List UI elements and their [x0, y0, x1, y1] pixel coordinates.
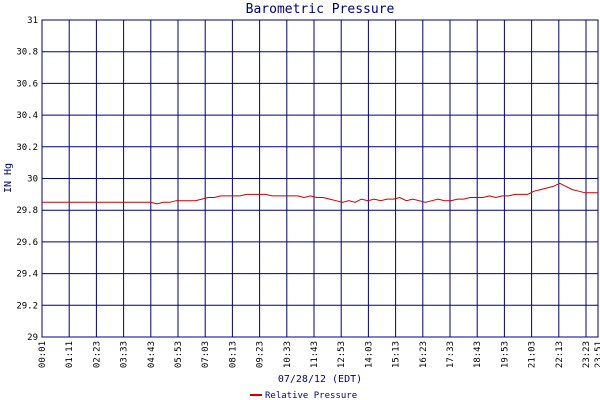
x-tick-label: 18:43: [473, 341, 483, 368]
y-tick-label: 30.4: [16, 111, 38, 121]
x-tick-label: 15:13: [392, 341, 402, 368]
y-axis-tick-labels: 29 29.2 29.4 29.6 29.8 30 30.2 30.4 30.6 30.8 31: [16, 16, 38, 343]
x-tick-label: 11:43: [310, 341, 320, 368]
x-tick-label: 23:23: [582, 341, 592, 368]
y-tick-label: 29.6: [16, 238, 38, 248]
x-tick-label: 04:43: [147, 341, 157, 368]
x-tick-label: 16:23: [419, 341, 429, 368]
horizontal-gridlines: [42, 19, 598, 338]
legend: Relative Pressure: [250, 391, 357, 400]
y-tick-label: 29: [27, 333, 38, 343]
y-tick-label: 29.4: [16, 270, 38, 280]
legend-label-relative-pressure: Relative Pressure: [265, 391, 357, 400]
y-tick-label: 31: [27, 16, 38, 26]
y-tick-label: 29.8: [16, 206, 38, 216]
x-tick-label: 03:33: [120, 341, 130, 368]
y-tick-label: 30.2: [16, 143, 38, 153]
x-tick-label: 12:53: [337, 341, 347, 368]
x-tick-label: 23:51: [594, 341, 600, 368]
series-line-relative-pressure: [42, 182, 598, 205]
x-tick-label: 14:03: [364, 341, 374, 368]
y-axis-label: IN Hg: [3, 163, 14, 193]
x-axis-tick-labels: 00:01 01:11 02:23 03:33 04:43 05:53 07:03 08:13…: [38, 341, 600, 368]
x-tick-label: 08:13: [228, 341, 238, 368]
x-tick-label: 10:33: [283, 341, 293, 368]
x-axis-label: 07/28/12 (EDT): [278, 374, 362, 385]
x-tick-label: 09:23: [256, 341, 266, 368]
x-tick-label: 07:03: [201, 341, 211, 368]
x-tick-label: 22:13: [555, 341, 565, 368]
x-tick-label: 00:01: [38, 341, 48, 368]
x-tick-label: 19:53: [500, 341, 510, 368]
x-tick-label: 17:33: [446, 341, 456, 368]
y-tick-label: 30.6: [16, 79, 38, 89]
x-tick-label: 02:23: [92, 341, 102, 368]
y-tick-label: 29.2: [16, 301, 38, 311]
chart-title: Barometric Pressure: [246, 2, 395, 17]
y-tick-label: 30.8: [16, 48, 38, 58]
x-tick-label: 21:03: [528, 341, 538, 368]
y-tick-label: 30: [27, 175, 38, 185]
x-tick-label: 05:53: [174, 341, 184, 368]
x-tick-label: 01:11: [65, 341, 75, 368]
